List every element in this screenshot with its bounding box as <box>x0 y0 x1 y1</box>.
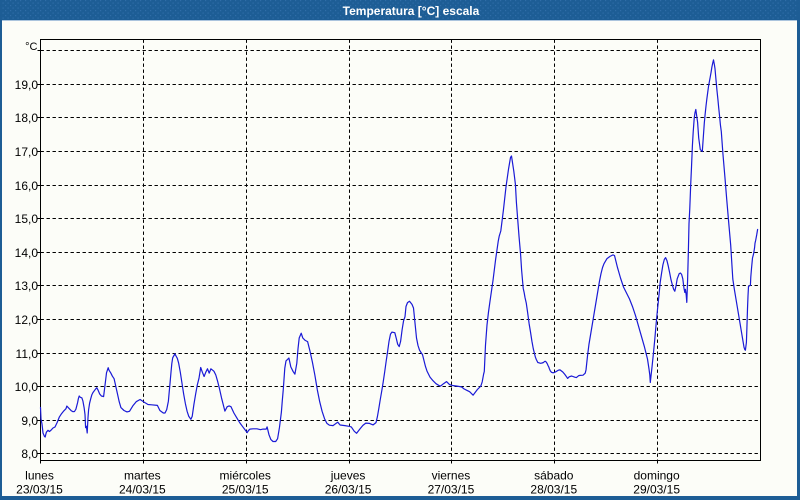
svg-text:sábado: sábado <box>534 469 574 483</box>
svg-text:martes: martes <box>124 469 161 483</box>
svg-text:miércoles: miércoles <box>220 469 271 483</box>
svg-text:12,0: 12,0 <box>15 313 39 327</box>
svg-text:26/03/15: 26/03/15 <box>325 483 372 497</box>
svg-text:domingo: domingo <box>634 469 680 483</box>
svg-text:jueves: jueves <box>330 469 366 483</box>
svg-text:14,0: 14,0 <box>15 246 39 260</box>
svg-text:13,0: 13,0 <box>15 279 39 293</box>
svg-text:19,0: 19,0 <box>15 78 39 92</box>
svg-text:15,0: 15,0 <box>15 212 39 226</box>
svg-text:°C: °C <box>25 41 37 53</box>
svg-text:Temperatura [°C] escala: Temperatura [°C] escala <box>343 4 480 18</box>
svg-text:10,0: 10,0 <box>15 380 39 394</box>
svg-text:24/03/15: 24/03/15 <box>119 483 166 497</box>
svg-text:28/03/15: 28/03/15 <box>530 483 577 497</box>
svg-text:23/03/15: 23/03/15 <box>16 483 63 497</box>
svg-text:lunes: lunes <box>25 469 54 483</box>
svg-text:11,0: 11,0 <box>16 347 39 361</box>
svg-text:16,0: 16,0 <box>15 179 39 193</box>
svg-text:17,0: 17,0 <box>15 145 39 159</box>
svg-text:25/03/15: 25/03/15 <box>222 483 269 497</box>
svg-text:27/03/15: 27/03/15 <box>428 483 475 497</box>
svg-text:8,0: 8,0 <box>21 447 38 461</box>
svg-text:18,0: 18,0 <box>15 111 39 125</box>
svg-text:9,0: 9,0 <box>21 414 38 428</box>
svg-text:29/03/15: 29/03/15 <box>633 483 680 497</box>
svg-text:viernes: viernes <box>432 469 471 483</box>
